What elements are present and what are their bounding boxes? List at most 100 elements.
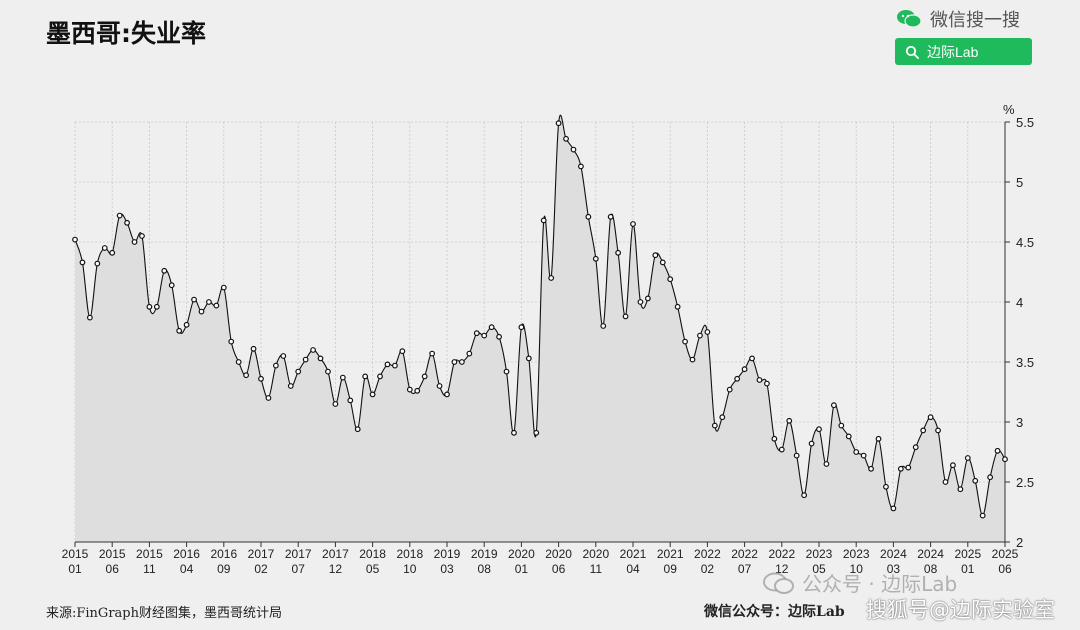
data-point [786,417,793,424]
data-point [912,444,919,451]
data-point [377,373,383,380]
x-tick-label-year: 2022 [694,547,721,561]
data-point [704,329,711,335]
data-point [161,267,168,274]
data-point [883,483,889,490]
data-point [689,356,696,363]
x-tick-label-year: 2019 [471,547,498,561]
x-tick-label-year: 2023 [843,547,870,561]
x-tick-label-year: 2024 [880,547,907,561]
y-tick-label: 5 [1016,175,1023,190]
data-point [354,426,361,433]
data-point [213,302,220,309]
data-point [310,347,316,353]
x-tick-label-month: 06 [998,562,1012,576]
y-tick-label: 2.5 [1016,475,1034,490]
data-point [592,255,599,262]
x-tick-label-month: 11 [143,562,156,576]
data-point [79,259,86,266]
data-point [987,474,994,481]
x-tick-label-year: 2016 [173,547,200,561]
data-point [295,368,302,375]
data-point [496,333,502,340]
y-tick-label: 5.5 [1016,115,1034,130]
y-tick-label: 3.5 [1016,355,1034,370]
data-point [287,383,294,389]
data-point [243,372,250,379]
data-point [548,275,555,281]
axes-layer: 22.533.544.555.5%20150120150620151120160… [62,102,1034,576]
data-point [250,345,257,352]
data-point [897,465,904,472]
data-point [317,355,324,362]
data-point [853,449,860,455]
data-point [935,427,941,434]
data-point [235,359,242,365]
data-point [258,375,264,382]
data-point [793,452,800,459]
search-button[interactable]: 边际Lab [895,38,1032,65]
data-point [868,465,874,472]
x-tick-label-year: 2018 [396,547,423,561]
watermark-wechat: 公众号 · 边际Lab [762,568,957,597]
data-point [399,348,406,355]
x-tick-label-month: 04 [180,562,194,576]
data-point [771,435,778,442]
data-point [86,314,93,321]
data-point [339,374,346,381]
x-tick-label-month: 02 [701,562,715,576]
data-point [473,330,480,337]
area-layer [74,114,1006,542]
data-point [206,299,212,305]
data-point [756,377,763,383]
data-point [823,461,830,467]
data-point [503,368,510,375]
series-line [74,114,1006,517]
data-point [726,386,733,393]
data-point [228,338,235,345]
x-tick-label-month: 09 [217,562,231,576]
data-point [414,387,421,394]
data-point [630,221,636,227]
brand-text: 微信搜一搜 [930,10,1020,31]
x-tick-label-month: 05 [812,562,826,576]
data-point [1002,456,1008,463]
data-point [622,313,629,320]
data-point [362,373,369,380]
data-point [280,353,287,359]
data-point [734,375,741,382]
x-tick-label-month: 03 [440,562,454,576]
data-point [265,395,272,401]
x-tick-label-month: 06 [552,562,566,576]
data-point [674,303,681,310]
data-point [176,327,183,334]
x-tick-label-month: 08 [478,562,492,576]
data-point [109,249,116,256]
data-point [682,338,688,345]
data-point [332,401,339,407]
x-tick-label-month: 11 [590,562,603,576]
data-point [667,276,674,283]
x-tick-label-year: 2025 [992,547,1019,561]
data-point [392,362,398,369]
x-tick-label-year: 2015 [62,547,89,561]
x-tick-label-month: 07 [292,562,306,576]
data-point [764,380,770,387]
data-point [302,356,309,363]
x-tick-label-year: 2022 [731,547,758,561]
data-point [153,303,160,310]
data-point [838,422,845,429]
x-tick-label-year: 2024 [917,547,944,561]
data-point [563,135,569,142]
x-tick-label-year: 2020 [508,547,535,561]
data-point [384,361,391,368]
x-tick-label-year: 2017 [248,547,275,561]
wechat-brand: 微信搜一搜 [896,6,1020,32]
data-point [942,479,949,485]
data-point [950,462,956,469]
data-point [220,284,227,291]
x-tick-label-month: 12 [329,562,343,576]
data-point [652,252,659,259]
data-point [860,452,867,459]
